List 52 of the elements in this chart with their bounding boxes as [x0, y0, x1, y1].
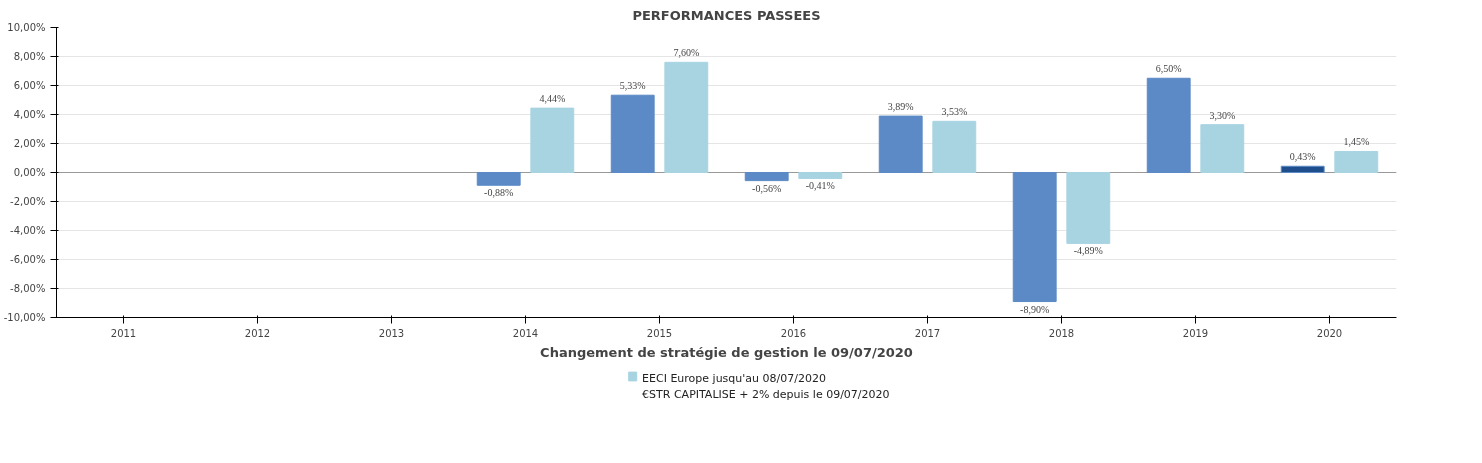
x-tick-label: 2014 [512, 327, 539, 339]
data-label: 4,44% [539, 93, 566, 105]
y-tick-label: -10,00% [3, 312, 46, 323]
x-tick-label: 2017 [914, 327, 941, 339]
bar [476, 172, 521, 186]
data-label: -8,90% [1020, 303, 1050, 315]
data-label: -0,88% [484, 187, 514, 199]
data-label: -0,56% [752, 182, 782, 194]
y-tick-label: -8,00% [10, 283, 46, 294]
x-tick-label: 2018 [1048, 327, 1075, 339]
x-tick-label: 2012 [244, 327, 271, 339]
y-tick-label: -6,00% [10, 254, 46, 265]
bar [664, 61, 709, 173]
x-tick-label: 2016 [780, 327, 807, 339]
bar [1334, 150, 1379, 173]
data-label: 0,43% [1289, 151, 1316, 163]
legend-label: EECI Europe jusqu'au 08/07/2020 €STR CAPITALISE + 2% depuis le 09/07/2020 [642, 372, 890, 401]
bar [610, 94, 655, 173]
bar [1200, 124, 1245, 173]
data-label: 1,45% [1343, 136, 1370, 148]
data-label: 3,30% [1209, 109, 1236, 121]
data-label: 3,53% [941, 106, 968, 118]
data-label: -4,89% [1073, 245, 1103, 257]
x-axis-title: Changement de stratégie de gestion le 09/07/2020 [540, 344, 913, 360]
data-label: 6,50% [1155, 63, 1182, 75]
x-tick-label: 2020 [1316, 327, 1343, 339]
y-tick-label: 8,00% [13, 51, 46, 62]
y-tick-label: 4,00% [13, 109, 46, 120]
bar [530, 107, 575, 173]
data-label: -0,41% [805, 180, 835, 192]
y-tick-label: 10,00% [7, 22, 46, 33]
y-tick-label: -2,00% [10, 196, 46, 207]
bar [744, 172, 789, 182]
bar [932, 120, 977, 173]
y-tick-label: 0,00% [13, 167, 46, 178]
bar [1012, 172, 1057, 303]
y-tick-label: 6,00% [13, 80, 46, 91]
bar [1146, 77, 1191, 173]
x-tick-label: 2013 [378, 327, 405, 339]
data-label: 7,60% [673, 47, 700, 59]
data-label: 5,33% [619, 80, 646, 92]
data-label: 3,89% [887, 101, 914, 113]
bar [878, 115, 923, 173]
chart-title: PERFORMANCES PASSEES [632, 7, 821, 23]
bar [798, 172, 843, 179]
x-tick-label: 2015 [646, 327, 673, 339]
y-tick-label: -4,00% [10, 225, 46, 236]
bar [1280, 165, 1325, 173]
bar [1066, 172, 1111, 244]
x-tick-label: 2019 [1182, 327, 1209, 339]
x-tick-label: 2011 [110, 327, 137, 339]
y-tick-label: 2,00% [13, 138, 46, 149]
